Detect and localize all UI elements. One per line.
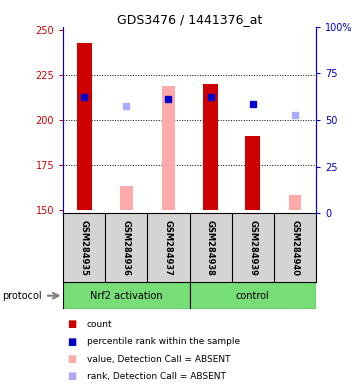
- Text: count: count: [87, 320, 112, 329]
- Bar: [203, 84, 218, 210]
- Bar: [232, 213, 274, 282]
- Bar: [162, 86, 175, 210]
- Bar: [245, 136, 260, 210]
- Text: rank, Detection Call = ABSENT: rank, Detection Call = ABSENT: [87, 372, 226, 381]
- Bar: [120, 186, 132, 210]
- Text: protocol: protocol: [2, 291, 42, 301]
- Text: ■: ■: [67, 337, 76, 347]
- Bar: [288, 195, 301, 210]
- Bar: [190, 213, 232, 282]
- Text: ■: ■: [67, 319, 76, 329]
- Bar: [147, 213, 190, 282]
- Bar: [105, 213, 147, 282]
- Text: GSM284937: GSM284937: [164, 220, 173, 276]
- Text: Nrf2 activation: Nrf2 activation: [90, 291, 163, 301]
- Bar: [77, 43, 92, 210]
- Bar: [63, 213, 105, 282]
- Title: GDS3476 / 1441376_at: GDS3476 / 1441376_at: [117, 13, 262, 26]
- Text: GSM284935: GSM284935: [80, 220, 89, 276]
- Text: ■: ■: [67, 371, 76, 381]
- Text: GSM284939: GSM284939: [248, 220, 257, 276]
- Text: GSM284940: GSM284940: [290, 220, 299, 276]
- Text: GSM284938: GSM284938: [206, 220, 215, 276]
- Text: percentile rank within the sample: percentile rank within the sample: [87, 337, 240, 346]
- Text: value, Detection Call = ABSENT: value, Detection Call = ABSENT: [87, 354, 230, 364]
- Bar: [63, 282, 190, 309]
- Text: ■: ■: [67, 354, 76, 364]
- Bar: [274, 213, 316, 282]
- Bar: [190, 282, 316, 309]
- Text: control: control: [236, 291, 270, 301]
- Text: GSM284936: GSM284936: [122, 220, 131, 276]
